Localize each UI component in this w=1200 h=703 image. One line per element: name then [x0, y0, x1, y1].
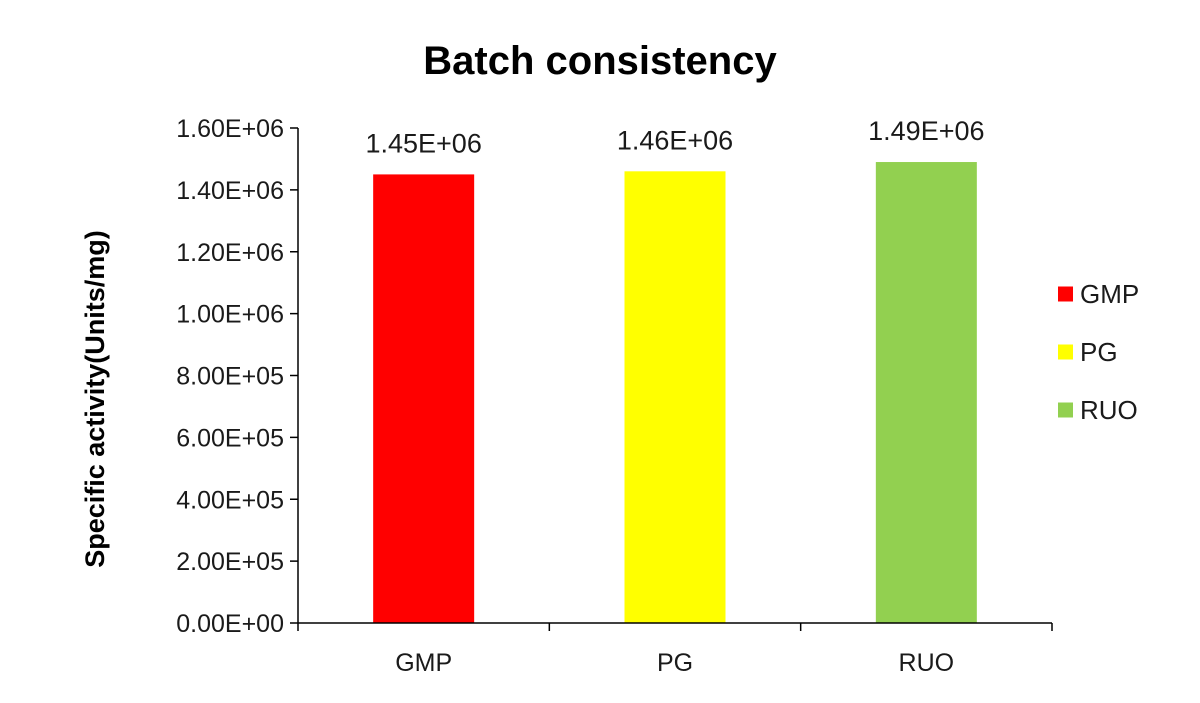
data-label-ruo: 1.49E+06 [868, 116, 984, 146]
y-axis-label: Specific activity(Units/mg) [80, 230, 110, 568]
bar-ruo [875, 162, 977, 623]
legend-swatch-ruo [1058, 402, 1073, 418]
data-label-pg: 1.46E+06 [617, 125, 733, 155]
y-tick-label: 8.00E+05 [176, 363, 284, 391]
legend-swatch-pg [1058, 344, 1073, 360]
x-axis-ticks: GMP PG RUO [297, 623, 1053, 677]
legend-label-ruo: RUO [1080, 395, 1138, 425]
legend-label-gmp: GMP [1080, 279, 1139, 309]
y-tick-label: 1.00E+06 [176, 301, 284, 329]
y-tick-label: 4.00E+05 [176, 486, 284, 514]
y-tick-label: 1.60E+06 [176, 115, 284, 143]
x-tick-label-gmp: GMP [395, 649, 452, 677]
y-tick-label: 0.00E+00 [176, 610, 284, 638]
data-labels: 1.45E+06 1.46E+06 1.49E+06 [365, 116, 984, 158]
x-tick-label-pg: PG [657, 649, 693, 677]
legend-swatch-gmp [1058, 286, 1073, 302]
y-tick-label: 2.00E+05 [176, 548, 284, 576]
bars [373, 162, 977, 623]
data-label-gmp: 1.45E+06 [365, 128, 481, 158]
legend-label-pg: PG [1080, 337, 1118, 367]
x-tick-label-ruo: RUO [899, 649, 955, 677]
y-tick-label: 1.40E+06 [176, 177, 284, 205]
legend: GMP PG RUO [1058, 279, 1139, 425]
y-tick-label: 6.00E+05 [176, 424, 284, 452]
chart-title: Batch consistency [423, 39, 777, 83]
y-axis-ticks: 0.00E+00 2.00E+05 4.00E+05 6.00E+05 8.00E+05… [176, 115, 298, 638]
bar-gmp [373, 174, 475, 623]
y-tick-label: 1.20E+06 [176, 239, 284, 267]
bar-pg [624, 171, 726, 623]
